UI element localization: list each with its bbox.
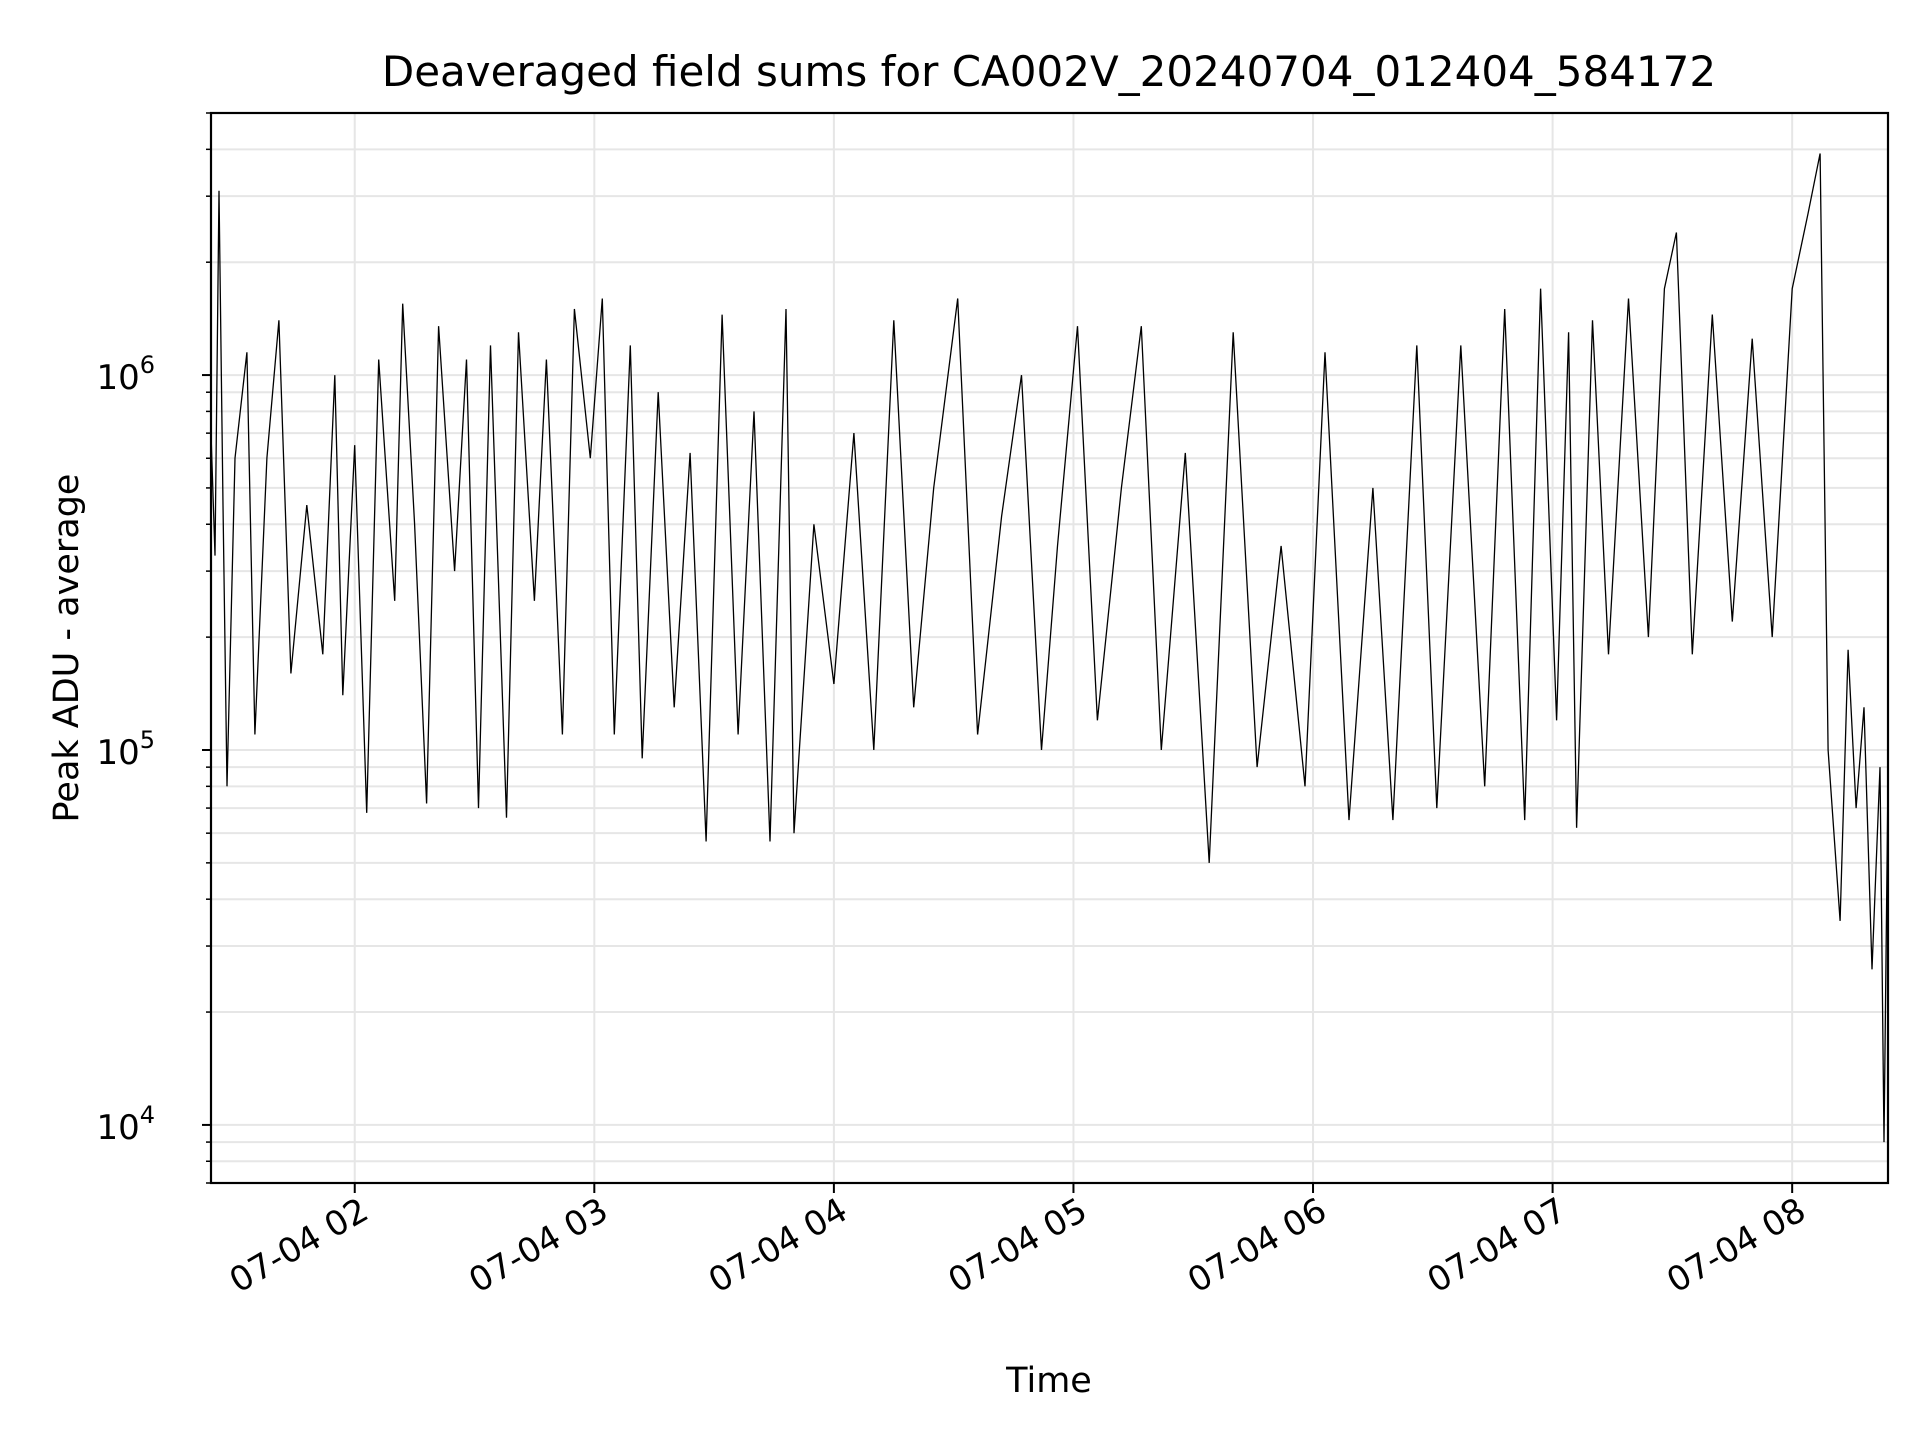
series-layer bbox=[210, 153, 1889, 1143]
y-tick-label: 105 bbox=[96, 726, 155, 773]
y-tick-label: 104 bbox=[96, 1101, 155, 1148]
chart-title: Deaveraged field sums for CA002V_2024070… bbox=[382, 47, 1716, 96]
y-axis-title: Peak ADU - average bbox=[47, 474, 87, 823]
grid bbox=[211, 112, 1888, 1184]
plot-frame bbox=[209, 111, 1890, 1185]
x-axis-title: Time bbox=[1005, 1361, 1092, 1401]
y-tick-label: 106 bbox=[96, 351, 155, 398]
series-line bbox=[210, 153, 1889, 1143]
